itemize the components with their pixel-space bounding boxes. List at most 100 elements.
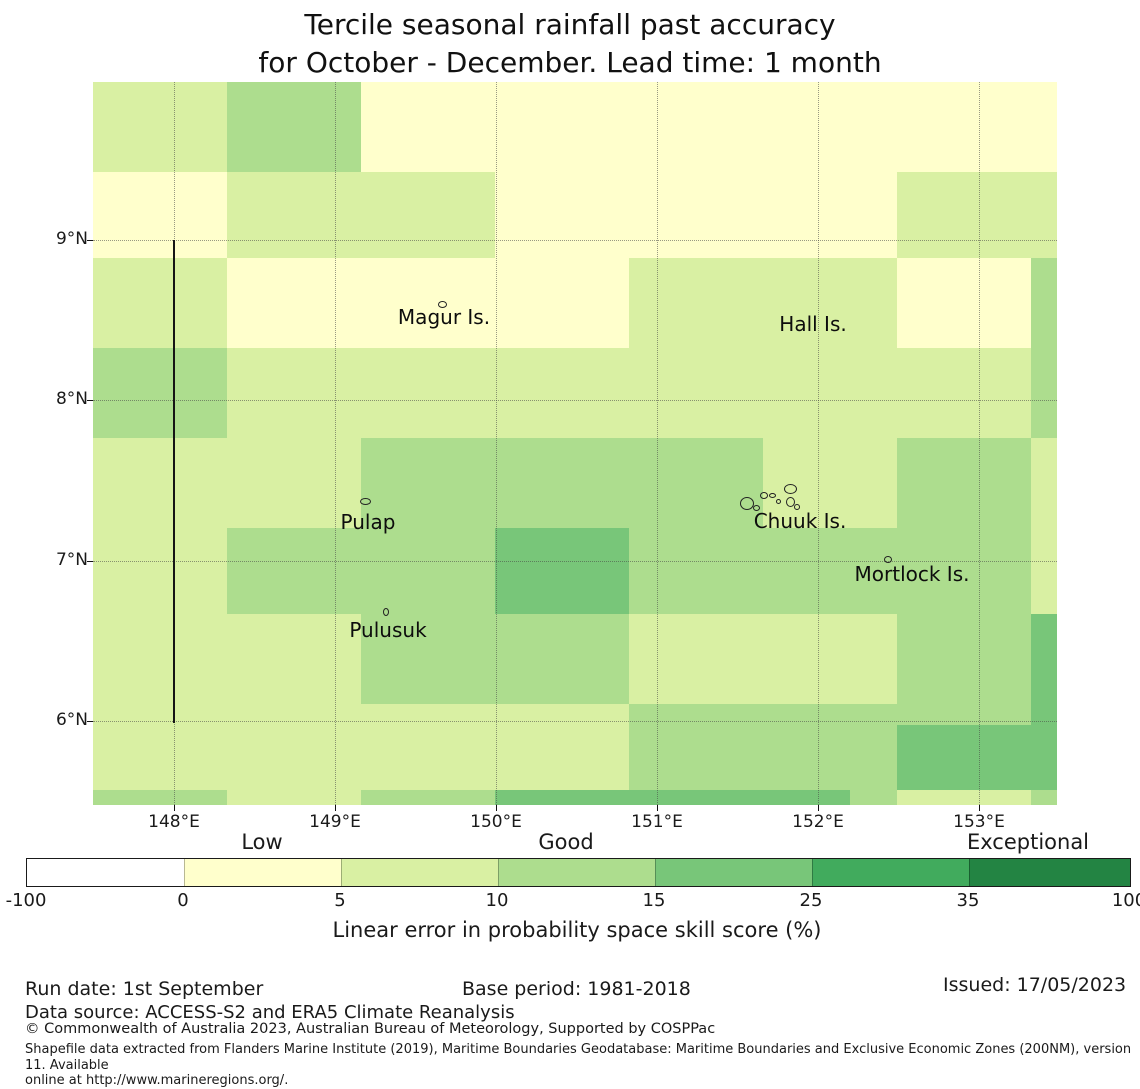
- map-cell: [1031, 528, 1057, 614]
- map-cell: [361, 704, 495, 790]
- y-axis-tick-label: 7°N: [55, 550, 88, 570]
- map-cell: [227, 704, 361, 790]
- colorbar-tick-label: 35: [956, 890, 980, 911]
- map-cell: [495, 790, 629, 805]
- map-cell: [897, 704, 1031, 725]
- map-cell: [897, 348, 1031, 438]
- gridline-vertical: [818, 82, 819, 805]
- map-cell: [763, 704, 897, 790]
- colorbar-tick-label: -100: [5, 890, 47, 911]
- map-cell: [495, 438, 629, 528]
- map-cell: [629, 704, 763, 790]
- colorbar-segment: [812, 859, 969, 886]
- map-cell: [1031, 790, 1057, 805]
- map-cell: [93, 258, 227, 348]
- gridline-horizontal: [93, 721, 1057, 722]
- footer-shapefile-attribution: Shapefile data extracted from Flanders M…: [25, 1042, 1138, 1089]
- gridline-vertical: [496, 82, 497, 805]
- colorbar: [26, 858, 1131, 887]
- map-cell: [361, 438, 495, 528]
- x-axis-tick-label: 149°E: [309, 812, 361, 832]
- island-outline: [769, 493, 776, 498]
- colorbar-category-label: Low: [241, 830, 283, 854]
- map-cell: [897, 528, 1031, 614]
- island-outline: [760, 492, 768, 499]
- y-axis-tick: [87, 721, 93, 722]
- map-cell: [361, 614, 495, 704]
- map-cell: [763, 82, 897, 172]
- x-axis-tick-label: 153°E: [953, 812, 1005, 832]
- island-outline: [784, 484, 797, 494]
- map-cell: [629, 614, 763, 704]
- colorbar-tick-label: 25: [799, 890, 823, 911]
- map-cell: [227, 258, 361, 348]
- x-axis-tick: [657, 805, 658, 811]
- map-cell: [227, 438, 361, 528]
- colorbar-segment: [341, 859, 498, 886]
- eez-boundary-line: [173, 240, 175, 723]
- colorbar-segment: [969, 859, 1130, 886]
- colorbar-category-label: Exceptional: [966, 830, 1090, 854]
- map-cell: [763, 438, 897, 528]
- island-outline: [786, 497, 795, 507]
- colorbar-segment: [184, 859, 341, 886]
- footer-issued-date: Issued: 17/05/2023: [943, 974, 1127, 996]
- map-cell: [1031, 82, 1057, 172]
- map-cell: [629, 438, 763, 528]
- footer-base-period: Base period: 1981-2018: [462, 978, 691, 1000]
- gridline-horizontal: [93, 561, 1057, 562]
- island-outline: [740, 497, 754, 510]
- map-cell: [897, 172, 1031, 258]
- map-cell: [763, 172, 897, 258]
- map-cell: [1031, 438, 1057, 528]
- map-cell: [897, 614, 1031, 704]
- colorbar-segment: [498, 859, 655, 886]
- y-axis-tick: [87, 400, 93, 401]
- x-axis-tick-label: 152°E: [792, 812, 844, 832]
- gridline-vertical: [657, 82, 658, 805]
- map-cell: [495, 614, 629, 704]
- map-cell: [495, 528, 629, 614]
- map-cell: [495, 348, 629, 438]
- colorbar-tick-label: 15: [642, 890, 666, 911]
- map-cell: [93, 528, 227, 614]
- colorbar-segment: [655, 859, 812, 886]
- map-cell: [1031, 348, 1057, 438]
- map-cell: [629, 528, 763, 614]
- x-axis-tick: [335, 805, 336, 811]
- map-cell: [1031, 704, 1057, 790]
- y-axis-tick: [87, 240, 93, 241]
- footer-copyright: © Commonwealth of Australia 2023, Austra…: [25, 1021, 716, 1037]
- map-cell: [495, 258, 629, 348]
- island-outline: [753, 505, 760, 511]
- map-cell: [361, 348, 495, 438]
- colorbar-tick-label: 5: [334, 890, 346, 911]
- map-cell: [93, 614, 227, 704]
- island-label-pulusuk: Pulusuk: [349, 618, 427, 642]
- map-cell: [495, 172, 629, 258]
- island-outline: [776, 499, 781, 504]
- map-cell: [227, 348, 361, 438]
- island-outline: [360, 498, 371, 505]
- map-cell: [227, 528, 361, 614]
- figure-title-line2: for October - December. Lead time: 1 mon…: [258, 46, 882, 79]
- colorbar-category-label: Good: [538, 830, 594, 854]
- gridline-vertical: [335, 82, 336, 805]
- map-cell: [763, 528, 897, 614]
- x-axis-tick-label: 148°E: [148, 812, 200, 832]
- map-cell: [93, 704, 227, 790]
- map-cell: [629, 258, 763, 348]
- footer-shapefile-line1: Shapefile data extracted from Flanders M…: [25, 1042, 1132, 1073]
- map-cell: [361, 82, 495, 172]
- map-cell: [1031, 614, 1057, 704]
- x-axis-tick: [979, 805, 980, 811]
- map-cell: [93, 438, 227, 528]
- map-cell: [850, 790, 897, 805]
- y-axis-tick-label: 8°N: [55, 389, 88, 409]
- map-cell: [897, 82, 1031, 172]
- island-label-pulap: Pulap: [340, 510, 396, 534]
- map-cell: [93, 172, 227, 258]
- map-cell: [1031, 172, 1057, 258]
- colorbar-segment: [27, 859, 184, 886]
- map-cell: [361, 258, 495, 348]
